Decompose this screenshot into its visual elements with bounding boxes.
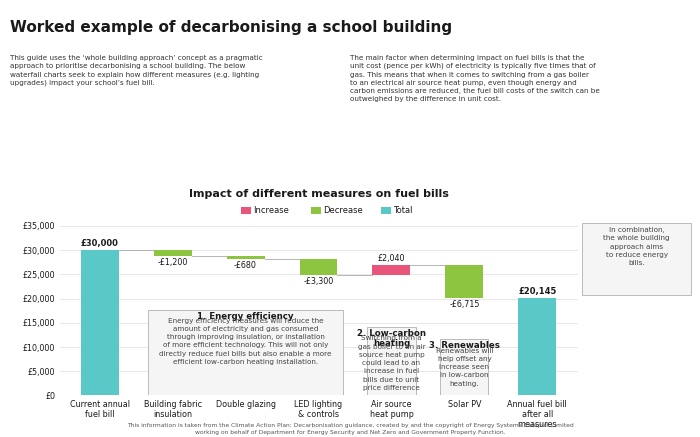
FancyBboxPatch shape: [368, 327, 416, 395]
Text: The main factor when determining impact on fuel bills is that the
unit cost (pen: The main factor when determining impact …: [350, 55, 600, 102]
Text: 3. Renewables: 3. Renewables: [429, 341, 500, 350]
Bar: [445, 265, 484, 298]
Bar: [519, 298, 557, 395]
Text: -£6,715: -£6,715: [449, 300, 480, 309]
Text: This guide uses the ‘whole building approach’ concept as a pragmatic
approach to: This guide uses the ‘whole building appr…: [10, 55, 263, 87]
Text: Energy efficiency measures will reduce the
amount of electricity and gas consume: Energy efficiency measures will reduce t…: [160, 318, 332, 365]
Text: £30,000: £30,000: [80, 239, 118, 248]
Bar: [153, 250, 192, 256]
Text: Switching from a
gas boiler to an air
source heat pump
could lead to an
increase: Switching from a gas boiler to an air so…: [358, 336, 426, 391]
Text: 1. Energy efficiency: 1. Energy efficiency: [197, 312, 294, 321]
Text: This information is taken from the Climate Action Plan: Decarbonisation guidance: This information is taken from the Clima…: [127, 423, 573, 435]
Text: -£1,200: -£1,200: [158, 258, 188, 267]
Bar: [372, 265, 410, 275]
Text: Renewables will
help offset any
increase seen
in low-carbon
heating.: Renewables will help offset any increase…: [435, 347, 493, 387]
Text: £20,145: £20,145: [518, 287, 556, 296]
Text: -£680: -£680: [234, 261, 257, 270]
FancyBboxPatch shape: [440, 339, 489, 395]
Text: -£3,300: -£3,300: [303, 277, 334, 286]
Text: Decrease: Decrease: [323, 206, 363, 215]
Bar: [300, 259, 337, 275]
Text: Worked example of decarbonising a school building: Worked example of decarbonising a school…: [10, 20, 453, 35]
Bar: [227, 256, 265, 259]
Text: In combination,
the whole building
approach aims
to reduce energy
bills.: In combination, the whole building appro…: [603, 227, 670, 266]
Text: Impact of different measures on fuel bills: Impact of different measures on fuel bil…: [188, 189, 449, 199]
FancyBboxPatch shape: [148, 310, 343, 395]
Text: Total: Total: [393, 206, 412, 215]
Text: £2,040: £2,040: [378, 254, 405, 264]
Bar: [80, 250, 118, 395]
Text: 2. Low-carbon
heating: 2. Low-carbon heating: [357, 329, 426, 348]
Text: Increase: Increase: [253, 206, 288, 215]
